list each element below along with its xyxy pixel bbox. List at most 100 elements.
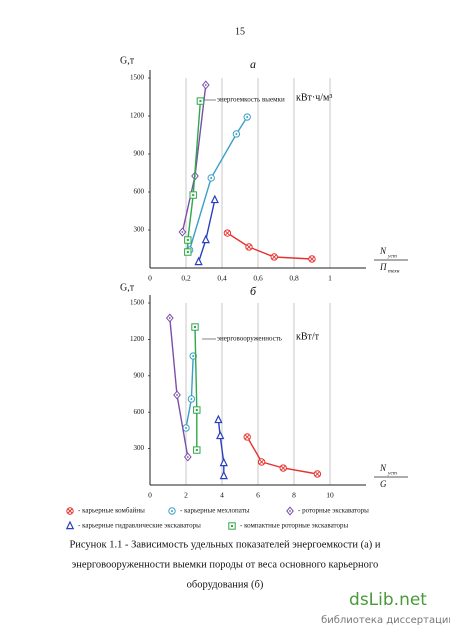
watermark-subtitle: библиотека диссертаций (321, 615, 450, 626)
marker-shape (171, 510, 173, 512)
marker-shape (195, 449, 198, 452)
marker (193, 446, 201, 454)
series-line (185, 355, 194, 429)
marker (223, 229, 232, 237)
series-line (227, 232, 313, 260)
chart-title: б (250, 284, 257, 298)
marker-shape (186, 239, 189, 242)
legend-label: - роторные экскаваторы (298, 507, 369, 515)
chart-title: а (250, 57, 256, 71)
marker (66, 507, 74, 515)
marker-shape (219, 470, 228, 480)
marker-shape (185, 426, 187, 429)
marker (216, 430, 225, 440)
series-line (217, 419, 225, 476)
legend-label: - карьерные комбайны (78, 507, 145, 515)
annotation-unit: кВт/т (296, 331, 320, 342)
marker (270, 253, 278, 261)
marker (184, 248, 192, 256)
marker-shape (244, 434, 250, 440)
y-axis-label: G,т (120, 55, 135, 66)
marker-shape (235, 132, 238, 135)
x-label-num-sub: уст (387, 253, 397, 259)
marker (279, 464, 287, 472)
marker-shape (186, 456, 189, 458)
marker-shape (181, 231, 184, 233)
marker-shape (204, 84, 207, 86)
caption-line: энерговооруженности выемки породы от вес… (72, 559, 378, 570)
marker (196, 97, 205, 105)
marker (201, 80, 210, 90)
marker (232, 130, 241, 138)
marker-shape (289, 510, 291, 512)
x-label-den: П (379, 262, 387, 272)
marker (191, 323, 199, 331)
x-label-num: N (379, 246, 387, 256)
marker (184, 236, 192, 244)
marker (210, 194, 219, 204)
x-tick-label: 0 (148, 274, 152, 283)
marker-shape (216, 430, 225, 440)
y-tick-label: 900 (134, 150, 145, 158)
marker-shape (176, 394, 178, 396)
x-tick-label: 0,2 (181, 274, 191, 283)
marker (173, 390, 181, 400)
marker-shape (225, 230, 230, 236)
annotation: энергоемкость выемки (217, 96, 285, 104)
marker-shape (194, 326, 196, 329)
marker-shape (168, 317, 171, 319)
marker (65, 520, 75, 530)
marker (228, 522, 236, 530)
marker-shape (246, 244, 252, 250)
marker (257, 458, 266, 466)
x-tick-label: 6 (256, 491, 260, 500)
legend-label: - карьерные гидравлические экскаваторы (78, 522, 201, 530)
marker-shape (67, 508, 73, 514)
marker-shape (190, 397, 193, 400)
marker (189, 191, 197, 199)
y-axis-label: G,т (120, 282, 135, 293)
x-tick-label: 4 (220, 491, 224, 500)
y-tick-label: 1500 (130, 74, 145, 82)
page-number: 15 (235, 26, 245, 37)
x-tick-label: 2 (184, 491, 188, 500)
marker-shape (195, 409, 198, 412)
marker (245, 243, 253, 251)
watermark-site: dsLib.net (349, 590, 427, 610)
x-tick-label: 0 (148, 491, 152, 500)
marker (207, 174, 215, 182)
annotation: энерговооруженность (217, 335, 282, 343)
y-tick-label: 1200 (130, 112, 145, 120)
marker-shape (199, 100, 202, 103)
marker-shape (219, 457, 228, 467)
x-tick-label: 0,6 (253, 274, 263, 283)
marker (165, 313, 174, 323)
marker (193, 406, 201, 414)
series-line (246, 436, 318, 475)
marker (183, 452, 192, 462)
marker (214, 414, 223, 424)
marker-shape (271, 254, 277, 260)
series-line (197, 199, 216, 263)
marker-shape (194, 256, 203, 266)
x-tick-label: 10 (326, 491, 334, 500)
marker (219, 470, 228, 480)
legend-label: - компактные роторные экскаваторы (240, 522, 348, 530)
marker (313, 470, 322, 478)
x-label-den: G (380, 479, 387, 489)
y-tick-label: 600 (134, 188, 145, 196)
x-tick-label: 0,4 (217, 274, 227, 283)
y-tick-label: 1500 (130, 299, 145, 307)
marker (201, 234, 210, 244)
marker-shape (315, 471, 320, 477)
marker-shape (192, 355, 195, 358)
series-line (194, 326, 198, 451)
marker (187, 395, 196, 403)
x-tick-label: 1 (328, 274, 332, 283)
series-line (187, 101, 202, 252)
y-tick-label: 300 (134, 226, 145, 234)
marker (178, 227, 187, 237)
marker-shape (210, 176, 213, 179)
marker-shape (309, 256, 315, 262)
